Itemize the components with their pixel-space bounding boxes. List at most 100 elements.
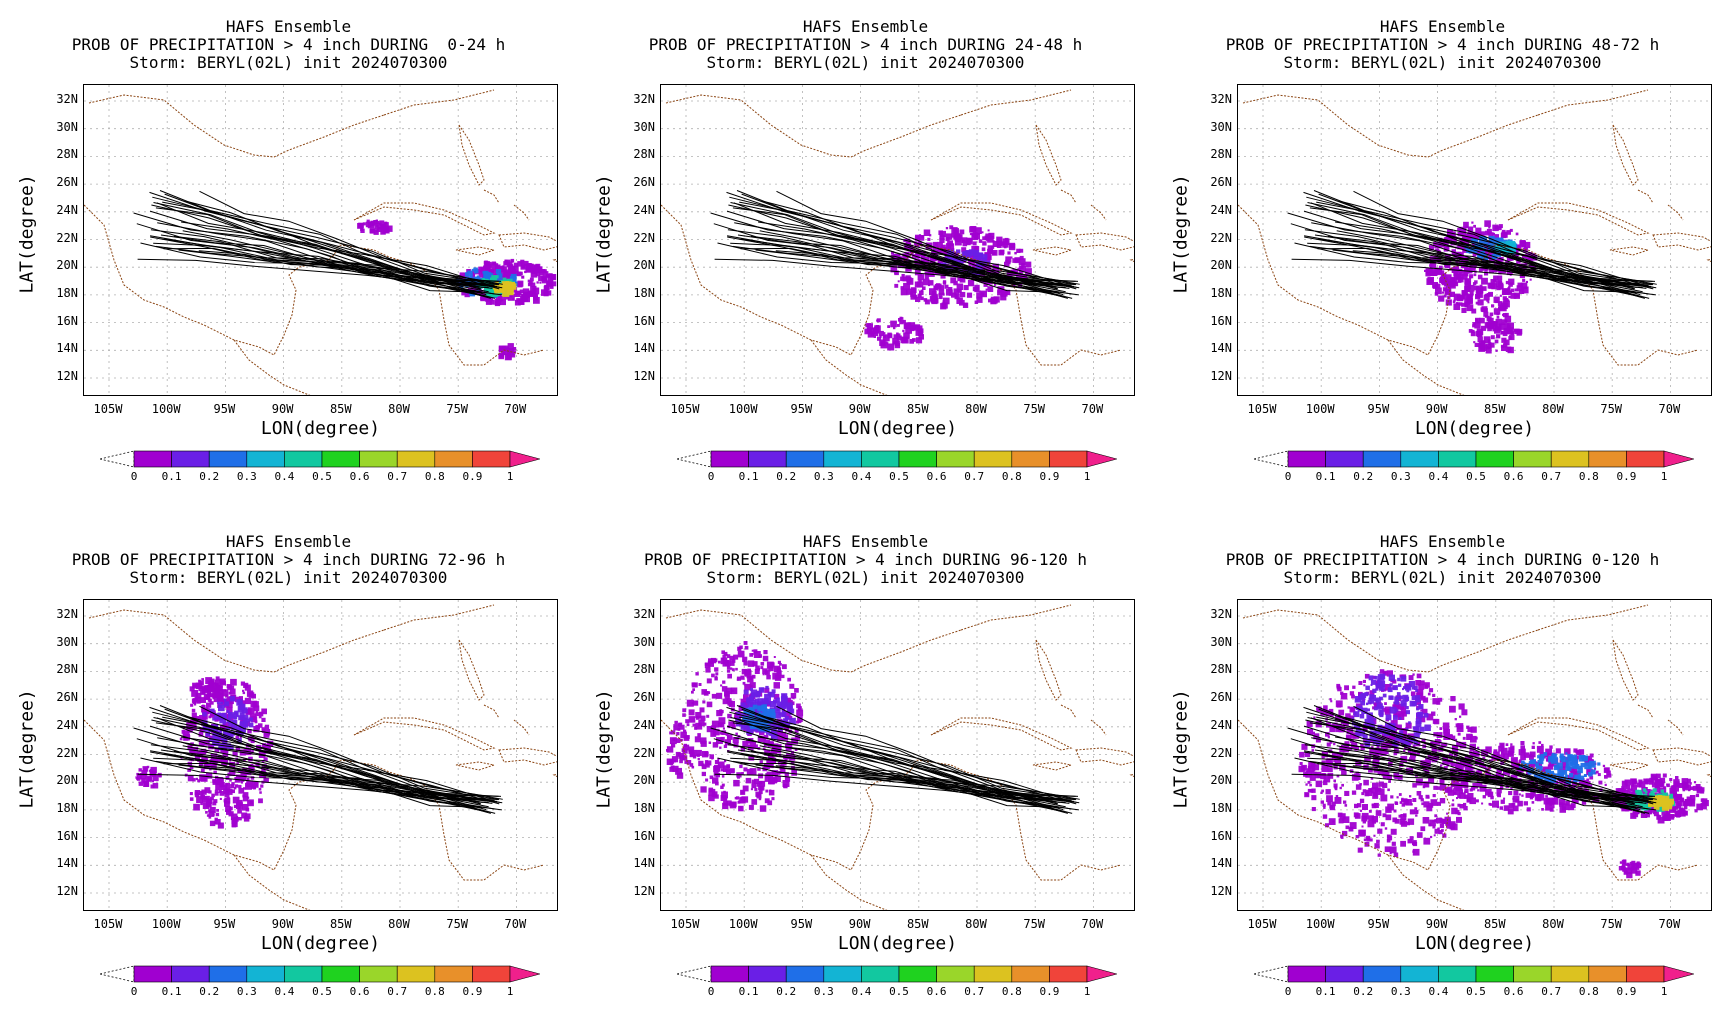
precip-prob-cell xyxy=(682,713,686,717)
precip-prob-cell xyxy=(711,757,714,760)
precip-prob-cell xyxy=(1459,792,1466,799)
precip-prob-cell xyxy=(1356,727,1362,734)
precip-prob-cell xyxy=(1580,762,1585,768)
precip-prob-cell xyxy=(149,770,157,777)
precip-prob-cell xyxy=(1488,250,1493,255)
precip-prob-cell xyxy=(955,258,960,263)
precip-prob-cell xyxy=(986,255,992,261)
precip-prob-cell xyxy=(1399,730,1404,735)
lat-tick-label: 20N xyxy=(633,258,655,273)
precip-prob-cell xyxy=(940,303,947,310)
precip-prob-cell xyxy=(996,243,1002,248)
precip-prob-cell xyxy=(1460,780,1468,787)
precip-prob-cell xyxy=(1362,804,1368,810)
colorbar-tick-label: 0.1 xyxy=(161,470,182,483)
colorbar-swatch xyxy=(748,965,787,983)
precip-prob-cell xyxy=(1428,802,1434,808)
precip-prob-cell xyxy=(962,241,968,247)
precip-prob-cell xyxy=(1538,766,1543,770)
precip-prob-cell xyxy=(990,298,997,305)
precip-prob-cell xyxy=(877,336,882,341)
precip-prob-cell xyxy=(1537,759,1541,764)
precip-prob-cell xyxy=(1539,756,1545,761)
precip-prob-cell xyxy=(264,724,270,729)
precip-prob-cell xyxy=(726,764,731,768)
precip-prob-cell xyxy=(1385,771,1389,776)
coastline xyxy=(455,246,496,256)
ensemble-track xyxy=(1303,191,1654,285)
precip-prob-cell xyxy=(1581,800,1587,805)
precip-prob-cell xyxy=(755,702,761,708)
panel-title-model: HAFS Ensemble xyxy=(225,17,352,36)
precip-prob-cell xyxy=(261,767,266,773)
precip-prob-cell xyxy=(1477,274,1483,280)
precip-prob-cell xyxy=(1509,334,1515,341)
precip-prob-cell xyxy=(1684,799,1690,805)
precip-prob-cell xyxy=(864,328,871,335)
precip-prob-cell xyxy=(777,730,783,736)
precip-prob-cell xyxy=(1650,790,1654,794)
panel-title-model: HAFS Ensemble xyxy=(225,532,352,551)
precip-prob-cell xyxy=(511,353,516,358)
precip-prob-cell xyxy=(711,693,717,699)
precip-prob-cell xyxy=(1670,785,1676,790)
precip-prob-cell xyxy=(1341,769,1347,776)
precip-prob-cell xyxy=(1372,792,1379,799)
precip-prob-cell xyxy=(214,789,219,794)
precip-prob-cell xyxy=(1457,803,1461,807)
precip-prob-cell xyxy=(1429,819,1436,827)
precip-prob-cell xyxy=(1439,817,1443,821)
precip-prob-cell xyxy=(1653,804,1660,810)
precip-prob-cell xyxy=(1338,709,1345,716)
precip-prob-cell xyxy=(1495,318,1502,326)
precip-prob-cell xyxy=(1524,241,1531,249)
precip-prob-cell xyxy=(777,734,784,742)
precip-prob-cell xyxy=(1463,221,1469,228)
precip-prob-cell xyxy=(1689,795,1696,801)
precip-prob-cell xyxy=(1685,784,1691,791)
precip-prob-cell xyxy=(213,770,217,775)
precip-prob-cell xyxy=(201,686,206,691)
precip-prob-cell xyxy=(194,793,200,798)
precip-prob-cell xyxy=(678,722,683,727)
precip-prob-cell xyxy=(1515,232,1519,236)
precip-prob-cell xyxy=(1645,781,1649,785)
precip-prob-cell xyxy=(772,772,777,777)
precip-prob-cell xyxy=(1025,261,1032,268)
precip-prob-cell xyxy=(906,280,911,285)
precip-prob-cell xyxy=(767,800,773,806)
coastline xyxy=(1387,339,1465,395)
precip-prob-cell xyxy=(1541,743,1544,747)
precip-prob-cell xyxy=(722,802,729,810)
colorbar-tick-label: 0.9 xyxy=(1039,985,1060,998)
precip-prob-cell xyxy=(1008,243,1016,251)
precip-prob-cell xyxy=(1337,703,1342,708)
precip-prob-cell xyxy=(766,661,774,669)
precip-prob-cell xyxy=(1326,742,1331,747)
precip-prob-cell xyxy=(892,337,899,345)
lat-tick-label: 16N xyxy=(56,828,78,843)
precip-prob-cell xyxy=(150,784,155,789)
lon-tick-label: 95W xyxy=(790,917,813,931)
precip-prob-cell xyxy=(1429,261,1437,269)
precip-prob-cell xyxy=(1389,695,1394,700)
colorbar-tick-label: 0.8 xyxy=(1578,470,1599,483)
precip-prob-cell xyxy=(1441,273,1447,278)
colorbar-swatch xyxy=(748,450,787,468)
precip-prob-cell xyxy=(1499,241,1505,247)
precip-prob-cell xyxy=(1336,723,1342,729)
precip-prob-cell xyxy=(520,259,525,264)
precip-prob-cell xyxy=(1555,748,1561,754)
precip-prob-cell xyxy=(743,641,748,645)
precip-prob-cell xyxy=(1325,823,1330,828)
colorbar-tick-label: 0.4 xyxy=(851,470,872,483)
lon-tick-label: 80W xyxy=(388,402,410,416)
lat-tick-label: 22N xyxy=(633,745,655,760)
precip-prob-cell xyxy=(1551,798,1559,805)
precip-prob-cell xyxy=(1362,726,1368,732)
precip-prob-cell xyxy=(205,811,208,814)
precip-prob-cell xyxy=(1494,234,1499,239)
precip-prob-cell xyxy=(962,302,969,308)
precip-prob-cell xyxy=(978,252,983,257)
lat-tick-label: 32N xyxy=(1210,92,1232,106)
